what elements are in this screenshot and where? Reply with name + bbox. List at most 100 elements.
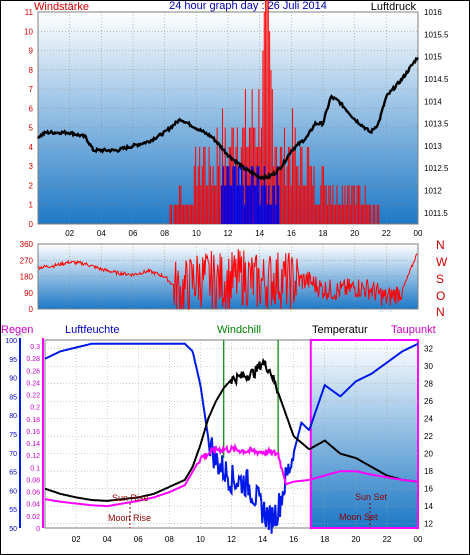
temperature-tick-label: 32 <box>424 345 433 354</box>
wind-direction-panel: 360 270 180 90 0 N W S O N <box>20 238 448 319</box>
hour-tick-label: 20 <box>351 535 360 544</box>
hour-tick-label: 20 <box>350 229 359 238</box>
direction-tick-label: 180 <box>20 273 34 282</box>
humidity-tick-label: 60 <box>9 488 17 495</box>
humidity-tick-label: 55 <box>9 507 17 514</box>
rain-tick-label: 0.16 <box>26 429 40 436</box>
hour-tick-label: 08 <box>160 229 169 238</box>
hour-tick-label: 14 <box>258 535 267 544</box>
rain-tick-label: 0.18 <box>26 417 40 424</box>
hour-tick-label: 16 <box>289 535 298 544</box>
humidity-tick-label: 100 <box>5 338 17 345</box>
temperature-axis-labels: 12 14 16 18 20 22 24 26 28 30 32 <box>424 345 433 529</box>
pressure-tick-label: 1012.5 <box>424 164 449 173</box>
dewpoint-line <box>44 442 419 508</box>
wind-pressure-grid <box>38 11 419 225</box>
sun-rise-label: Sun Rise <box>112 493 149 503</box>
wind-strength-label: Windstärke <box>34 1 89 13</box>
windchill-label: Windchill <box>217 324 261 336</box>
wind-tick-label: 6 <box>29 104 34 113</box>
rain-tick-label: 0.08 <box>26 477 40 484</box>
graph-title: 24 hour graph day : 26 Juli 2014 <box>169 0 327 12</box>
temperature-tick-label: 30 <box>424 362 433 371</box>
hour-tick-label: 18 <box>319 229 328 238</box>
compass-letter-o: O <box>436 289 445 303</box>
pressure-tick-label: 1014 <box>424 97 442 106</box>
pressure-axis-labels: 1011.5 1012 1012.5 1013 1013.5 1014 1014.5 1015… <box>424 8 449 218</box>
wind-direction-axis-labels: 360 270 180 90 0 <box>20 240 34 314</box>
pressure-line <box>36 56 419 181</box>
compass-letter-w: W <box>436 255 448 269</box>
pressure-tick-label: 1011.5 <box>424 209 448 218</box>
hour-tick-label: 02 <box>72 535 81 544</box>
direction-tick-label: 360 <box>20 240 34 249</box>
pressure-label: Luftdruck <box>371 1 417 13</box>
temperature-tick-label: 22 <box>424 432 433 441</box>
wind-tick-label: 10 <box>24 27 33 36</box>
temperature-tick-label: 12 <box>424 520 433 529</box>
humidity-label: Luftfeuchte <box>65 324 119 336</box>
wind-direction-line <box>37 249 418 310</box>
temperature-line <box>44 357 419 502</box>
hour-tick-label: 04 <box>97 229 106 238</box>
compass-letter-n-top: N <box>436 238 445 252</box>
pressure-tick-label: 1013.5 <box>424 120 449 129</box>
pressure-tick-label: 1014.5 <box>424 75 449 84</box>
rain-tick-label: 0.28 <box>26 356 40 363</box>
dewpoint-label: Taupunkt <box>391 324 436 336</box>
wind-tick-label: 0 <box>29 220 34 229</box>
temperature-label: Temperatur <box>312 324 368 336</box>
hour-tick-label: 00 <box>414 535 423 544</box>
wind-bars <box>169 0 380 224</box>
rain-tick-label: 0.04 <box>26 502 40 509</box>
rain-tick-label: 0.24 <box>26 380 40 387</box>
humidity-tick-label: 85 <box>9 394 17 401</box>
compass-letter-n-bottom: N <box>436 305 445 319</box>
wind-tick-label: 7 <box>29 85 34 94</box>
pressure-tick-label: 1015.5 <box>424 30 449 39</box>
rain-tick-label: 0.06 <box>26 490 40 497</box>
rain-tick-label: 0.22 <box>26 393 40 400</box>
wind-tick-label: 5 <box>29 124 34 133</box>
hour-tick-label: 00 <box>414 229 423 238</box>
wind-tick-label: 4 <box>29 143 34 152</box>
rain-tick-label: 0.3 <box>30 344 40 351</box>
temperature-tick-label: 28 <box>424 380 433 389</box>
hour-tick-label: 06 <box>134 535 143 544</box>
wind-tick-label: 9 <box>29 47 34 56</box>
hour-tick-label: 16 <box>287 229 296 238</box>
moon-set-label: Moon Set <box>339 512 378 522</box>
wind-tick-label: 1 <box>29 201 34 210</box>
pressure-tick-label: 1012 <box>424 187 442 196</box>
rain-tick-label: 0.26 <box>26 368 40 375</box>
temperature-humidity-panel: 0 0.02 0.04 0.06 0.08 0.1 0.12 0.14 0.16 0.18 0.2 0… <box>1 324 436 544</box>
direction-tick-label: 270 <box>20 256 34 265</box>
night-shading <box>309 339 420 529</box>
rain-tick-label: 0.02 <box>26 514 40 521</box>
sun-set-label: Sun Set <box>355 492 388 502</box>
humidity-tick-label: 75 <box>9 432 17 439</box>
direction-tick-label: 90 <box>24 289 33 298</box>
wind-axis-labels: 0 1 2 3 4 5 6 7 8 9 10 11 <box>24 8 33 229</box>
hour-tick-label: 18 <box>320 535 329 544</box>
temperature-tick-label: 20 <box>424 450 433 459</box>
hour-tick-label: 02 <box>65 229 74 238</box>
hour-tick-label: 06 <box>129 229 138 238</box>
wind-tick-label: 2 <box>29 181 34 190</box>
wind-tick-label: 8 <box>29 66 34 75</box>
hour-tick-label: 04 <box>103 535 112 544</box>
humidity-line <box>44 342 419 534</box>
rain-axis-labels: 0 0.02 0.04 0.06 0.08 0.1 0.12 0.14 0.16 0.18 0.2 0… <box>26 344 40 533</box>
rain-label: Regen <box>1 324 33 336</box>
hour-tick-label: 12 <box>227 535 236 544</box>
hour-tick-label: 10 <box>192 229 201 238</box>
hour-tick-label: 22 <box>382 229 391 238</box>
hour-tick-label: 14 <box>255 229 264 238</box>
temperature-tick-label: 24 <box>424 415 433 424</box>
windchill-lines <box>223 340 279 458</box>
hour-tick-label: 08 <box>165 535 174 544</box>
hour-tick-label: 10 <box>196 535 205 544</box>
compass-letter-s: S <box>436 272 444 286</box>
rain-tick-label: 0.14 <box>26 441 40 448</box>
